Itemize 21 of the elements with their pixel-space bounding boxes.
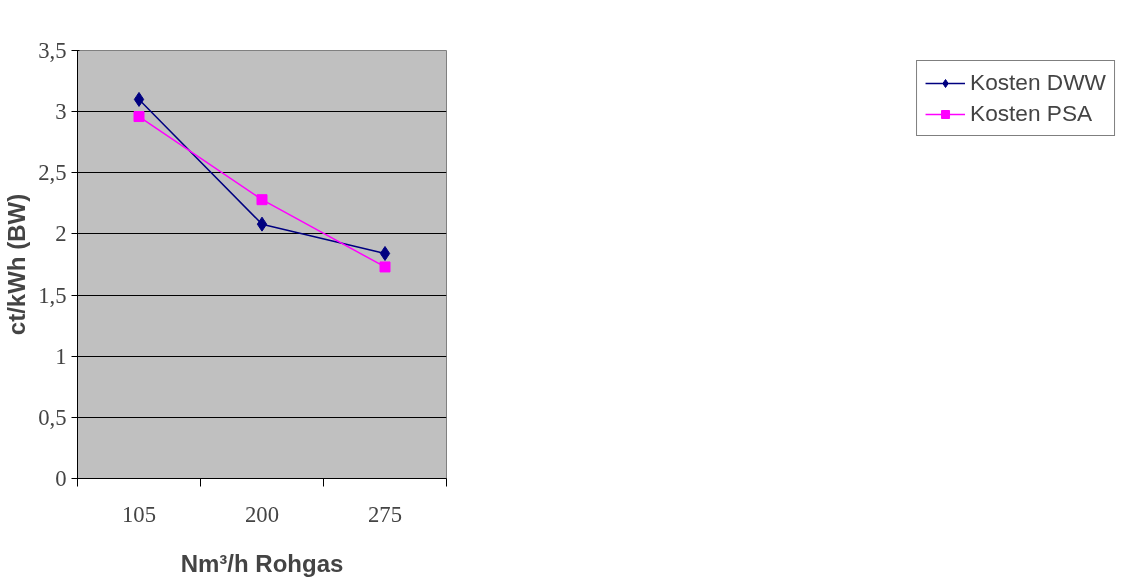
y-tick-label: 0,5 <box>38 404 67 430</box>
y-tick-label: 2,5 <box>38 160 67 186</box>
y-tick-label: 3 <box>55 99 67 125</box>
point <box>133 111 145 123</box>
y-tick-label: 1,5 <box>38 282 67 308</box>
y-tick-label: 3,5 <box>38 38 67 63</box>
point <box>256 216 268 232</box>
x-tick-label: 105 <box>122 501 156 527</box>
legend-label: Kosten DWW <box>970 69 1106 96</box>
y-tick-label: 0 <box>55 466 67 491</box>
x-tick-label: 275 <box>368 501 402 527</box>
legend-label: Kosten PSA <box>970 100 1093 127</box>
point <box>133 91 145 107</box>
x-axis-title: Nm³/h Rohgas <box>180 549 344 577</box>
point <box>379 261 391 273</box>
y-axis-title: ct/kWh (BW) <box>3 193 31 336</box>
x-tick-label: 200 <box>245 501 279 527</box>
point <box>256 194 268 206</box>
y-tick-label: 2 <box>55 221 67 247</box>
point <box>379 245 391 261</box>
y-tick-label: 1 <box>55 343 67 369</box>
